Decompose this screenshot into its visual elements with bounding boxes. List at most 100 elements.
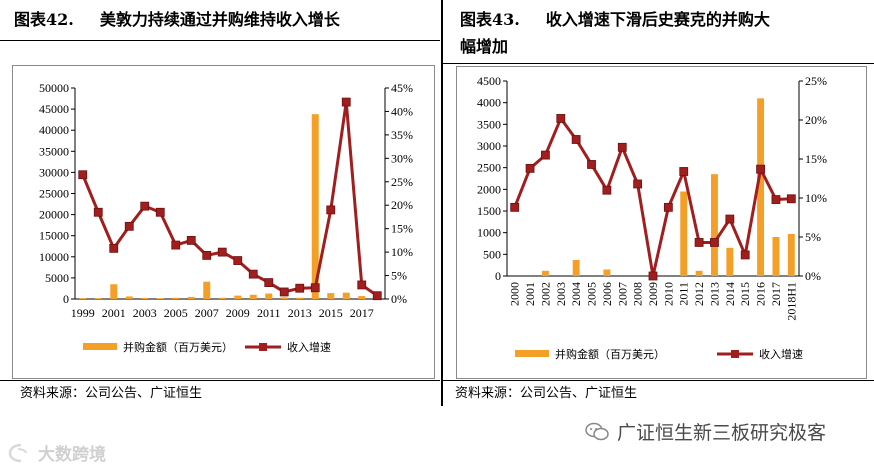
left-growth-marker bbox=[202, 250, 212, 260]
right-growth-marker bbox=[617, 142, 627, 152]
right-figure-title: 图表43. 收入增速下滑后史赛克的并购大 幅增加 bbox=[460, 6, 770, 60]
left-x-tick-label: 1999 bbox=[71, 306, 95, 320]
right-x-tick-label: 2009 bbox=[646, 282, 660, 306]
left-bar bbox=[265, 293, 273, 299]
right-x-tick-label: 2016 bbox=[754, 282, 768, 306]
left-left-tick-label: 35000 bbox=[39, 144, 69, 158]
left-x-tick-label: 2007 bbox=[195, 306, 219, 320]
right-right-tick-label: 0% bbox=[805, 269, 821, 283]
right-growth-marker bbox=[571, 135, 581, 144]
left-growth-marker bbox=[310, 283, 320, 293]
right-growth-marker bbox=[510, 202, 520, 212]
left-bar bbox=[296, 297, 304, 299]
right-right-tick-label: 10% bbox=[805, 191, 827, 205]
right-bar bbox=[711, 174, 718, 276]
right-growth-marker bbox=[679, 167, 689, 176]
right-growth-line bbox=[513, 116, 792, 278]
right-x-tick-label: 2002 bbox=[538, 282, 552, 306]
left-growth-marker bbox=[233, 256, 243, 265]
left-right-tick-label: 5% bbox=[391, 269, 407, 283]
left-bar bbox=[218, 297, 226, 299]
left-bar bbox=[141, 297, 149, 299]
left-x-tick-label: 2015 bbox=[319, 306, 343, 320]
right-left-tick-label: 2000 bbox=[477, 182, 501, 196]
left-growth-marker bbox=[93, 207, 103, 217]
left-chart: 0 5000 10000 15000 20000 25000 30000 35000 40000… bbox=[39, 81, 413, 354]
right-x-tick-label: 2007 bbox=[615, 282, 629, 306]
logo-icon bbox=[8, 443, 34, 463]
left-left-tick-label: 45000 bbox=[39, 102, 69, 116]
left-x-tick-label: 2003 bbox=[133, 306, 157, 320]
right-growth-marker bbox=[587, 160, 596, 169]
right-left-tick-label: 3000 bbox=[477, 139, 501, 153]
left-left-tick-label: 50000 bbox=[39, 81, 69, 95]
right-legend-line-marker bbox=[731, 350, 739, 358]
right-bar bbox=[726, 247, 734, 276]
right-x-tick-label: 2014 bbox=[723, 282, 737, 306]
left-bottom-rule bbox=[0, 380, 440, 381]
right-left-tick-label: 2500 bbox=[477, 161, 501, 175]
left-x-tick-label: 2001 bbox=[102, 306, 126, 320]
right-figure-number: 图表43. bbox=[460, 10, 520, 29]
right-x-tick-label: 2001 bbox=[523, 282, 537, 306]
right-x-tick-label: 2018H1 bbox=[784, 282, 798, 321]
left-legend-line-label: 收入增速 bbox=[287, 340, 331, 354]
left-left-tick-label: 0 bbox=[63, 292, 69, 306]
right-left-tick-label: 1500 bbox=[477, 204, 501, 218]
left-figure-title: 图表42. 美敦力持续通过并购维持收入增长 bbox=[14, 6, 340, 33]
left-right-tick-label: 35% bbox=[391, 128, 413, 142]
left-figure-number: 图表42. bbox=[14, 10, 74, 29]
left-right-tick-label: 25% bbox=[391, 175, 413, 189]
left-bar bbox=[234, 295, 242, 299]
left-right-tick-label: 0% bbox=[391, 292, 407, 306]
right-right-tick-label: 5% bbox=[805, 230, 821, 244]
right-legend-bar-label: 并购金额（百万美元） bbox=[555, 347, 665, 361]
left-growth-marker bbox=[186, 235, 196, 245]
left-bar bbox=[249, 294, 257, 299]
left-left-tick-label: 25000 bbox=[39, 187, 69, 201]
left-growth-marker bbox=[341, 97, 351, 107]
right-left-tick-label: 3500 bbox=[477, 117, 501, 131]
left-bar bbox=[94, 298, 102, 299]
right-x-tick-label: 2003 bbox=[554, 282, 568, 306]
left-growth-marker bbox=[372, 291, 382, 301]
left-growth-marker bbox=[109, 243, 119, 253]
right-bottom-rule bbox=[443, 380, 874, 381]
right-right-tick-label: 25% bbox=[805, 74, 827, 88]
right-x-tick-label: 2008 bbox=[631, 282, 645, 306]
right-legend-bar-swatch bbox=[515, 350, 549, 357]
left-left-tick-label: 20000 bbox=[39, 208, 69, 222]
wechat-icon bbox=[585, 422, 609, 442]
left-left-tick-label: 5000 bbox=[45, 271, 69, 285]
left-growth-marker bbox=[140, 201, 150, 211]
left-growth-marker bbox=[326, 205, 336, 215]
right-x-tick-label: 2015 bbox=[738, 282, 752, 306]
right-bar bbox=[541, 270, 549, 276]
right-left-tick-label: 0 bbox=[495, 269, 501, 283]
right-x-tick-label: 2011 bbox=[677, 282, 691, 306]
left-chart-frame: 0 5000 10000 15000 20000 25000 30000 35000 40000… bbox=[12, 65, 435, 379]
right-x-tick-label: 2013 bbox=[707, 282, 721, 306]
left-top-rule bbox=[0, 40, 440, 41]
right-right-tick-label: 20% bbox=[805, 113, 827, 127]
right-left-tick-label: 1000 bbox=[477, 226, 501, 240]
left-bar bbox=[156, 298, 164, 299]
left-growth-marker bbox=[248, 269, 258, 279]
logo-text: 大数跨境 bbox=[38, 445, 106, 465]
left-x-tick-label: 2005 bbox=[164, 306, 188, 320]
left-right-tick-label: 20% bbox=[391, 198, 413, 212]
right-growth-marker bbox=[771, 195, 781, 204]
right-x-tick-label: 2006 bbox=[600, 282, 614, 306]
wechat-brand-text: 广证恒生新三板研究极客 bbox=[617, 422, 827, 444]
left-growth-marker bbox=[78, 170, 88, 180]
right-x-tick-label: 2017 bbox=[769, 282, 783, 306]
right-bar bbox=[680, 191, 688, 276]
left-growth-marker bbox=[279, 287, 289, 297]
right-growth-marker bbox=[756, 164, 765, 174]
right-left-tick-label: 4500 bbox=[477, 74, 501, 88]
left-growth-marker bbox=[124, 221, 134, 231]
left-growth-marker bbox=[155, 207, 165, 217]
right-bar bbox=[787, 233, 795, 276]
right-growth-marker bbox=[694, 238, 704, 247]
right-left-tick-label: 4000 bbox=[477, 96, 501, 110]
